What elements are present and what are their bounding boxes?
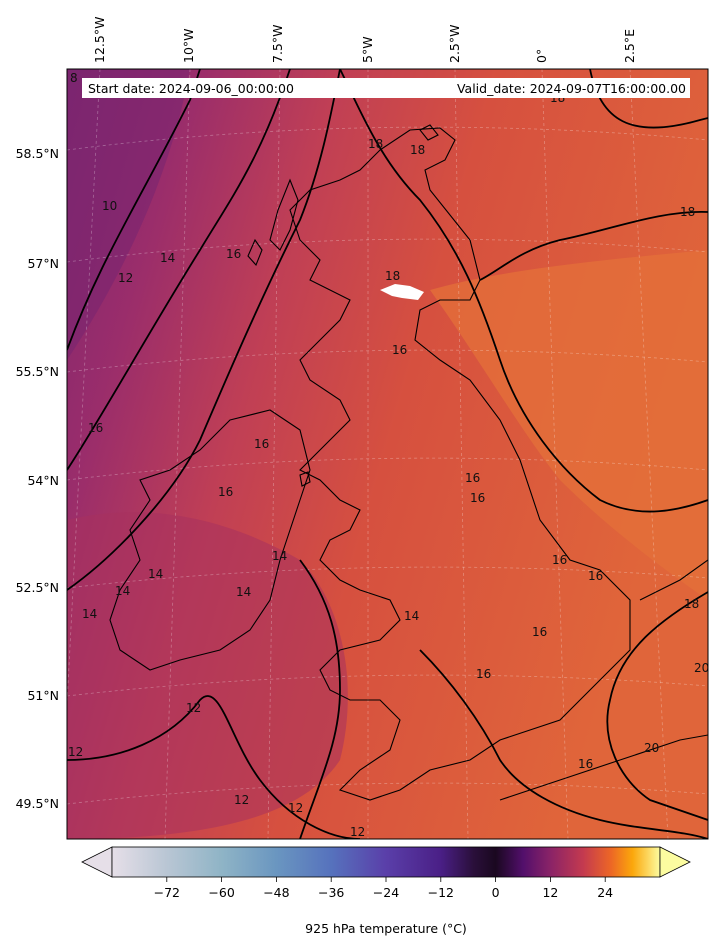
valid-date-label: Valid_date: 2024-09-07T16:00:00.00	[457, 81, 686, 96]
contour-label: 14	[115, 584, 130, 598]
contour-label: 12	[118, 271, 133, 285]
contour-label: 16	[226, 247, 241, 261]
contour-label: 16	[88, 421, 103, 435]
contour-label: 18	[385, 269, 400, 283]
colorbar-tick-label: −36	[318, 885, 344, 900]
cool-region-west	[67, 69, 190, 360]
lon-label: 12.5°W	[92, 17, 107, 63]
contour-label: 14	[82, 607, 97, 621]
contour-label: 16	[588, 569, 603, 583]
contour-18-mid	[479, 211, 708, 281]
lon-label: 2.5°W	[447, 25, 462, 64]
map-panel: 8 10 12 14 16 16 16 16 14 14 14 14 14 14…	[66, 68, 709, 840]
latitude-labels: 58.5°N 57°N 55.5°N 54°N 52.5°N 51°N 49.5…	[16, 146, 59, 811]
contour-14-south	[299, 559, 341, 839]
missing-data-patch	[380, 284, 424, 300]
contour-labels: 8 10 12 14 16 16 16 16 14 14 14 14 14 14…	[68, 71, 709, 839]
contour-label: 16	[392, 343, 407, 357]
lat-label: 51°N	[27, 688, 59, 703]
colorbar-tick-label: −72	[154, 885, 180, 900]
contour-label: 10	[102, 199, 117, 213]
contour-label: 18	[410, 143, 425, 157]
lat-label: 55.5°N	[16, 364, 59, 379]
contour-label: 18	[680, 205, 695, 219]
contour-label: 16	[532, 625, 547, 639]
lat-label: 52.5°N	[16, 580, 59, 595]
contour-10	[67, 69, 201, 351]
date-header-box	[82, 78, 690, 98]
contour-label: 12	[350, 825, 365, 839]
contour-label: 20	[644, 741, 659, 755]
contour-label: 18	[684, 597, 699, 611]
contour-label: 12	[234, 793, 249, 807]
warm-region-east	[430, 250, 708, 600]
lon-label: 0°	[534, 49, 549, 63]
lon-label: 5°W	[360, 36, 375, 63]
contour-label: 18	[368, 137, 383, 151]
coastlines	[109, 124, 708, 801]
contour-label: 12	[68, 745, 83, 759]
contour-label: 20	[694, 661, 709, 675]
contour-label: 14	[404, 609, 419, 623]
contour-label: 16	[218, 485, 233, 499]
contour-label: 14	[272, 549, 287, 563]
contour-14-west	[67, 69, 341, 591]
lon-label: 10°W	[181, 28, 196, 63]
colorbar-ticks: −72 −60 −48 −36 −24 −12 0 12 24	[154, 877, 613, 900]
lat-label: 58.5°N	[16, 146, 59, 161]
colorbar-tick-label: −12	[428, 885, 454, 900]
colorbar-tick-label: −48	[263, 885, 289, 900]
colorbar-extend-low	[81, 846, 113, 878]
contour-label: 16	[254, 437, 269, 451]
colorbar-label: 925 hPa temperature (°C)	[305, 921, 467, 936]
longitude-labels: 12.5°W 10°W 7.5°W 5°W 2.5°W 0° 2.5°E	[92, 17, 637, 63]
contour-label: 12	[186, 701, 201, 715]
colorbar: −72 −60 −48 −36 −24 −12 0 12 24 925 hPa temperat…	[81, 846, 691, 936]
contour-12-south	[67, 695, 361, 839]
colorbar-tick-label: −60	[208, 885, 234, 900]
contour-label: 16	[476, 667, 491, 681]
lat-label: 57°N	[27, 256, 59, 271]
contour-label: 8	[70, 71, 78, 85]
colorbar-tick-label: 0	[492, 885, 500, 900]
lat-label: 54°N	[27, 473, 59, 488]
graticule	[67, 69, 708, 839]
map-border	[66, 68, 709, 840]
contour-label: 16	[470, 491, 485, 505]
colorbar-tick-label: 24	[597, 885, 613, 900]
lat-label: 49.5°N	[16, 796, 59, 811]
contour-label: 14	[160, 251, 175, 265]
colorbar-tick-label: 12	[542, 885, 558, 900]
contour-16-south	[419, 649, 708, 839]
contour-label: 16	[465, 471, 480, 485]
contour-label: 16	[578, 757, 593, 771]
contour-12	[67, 69, 291, 471]
start-date-label: Start date: 2024-09-06_00:00:00	[88, 81, 294, 96]
contour-lines	[67, 69, 708, 839]
contour-label: 14	[148, 567, 163, 581]
contour-label: 12	[288, 801, 303, 815]
contour-16-main	[339, 69, 708, 513]
colorbar-extend-high	[659, 846, 691, 878]
colorbar-tick-label: −24	[373, 885, 399, 900]
contour-label: 14	[236, 585, 251, 599]
lon-label: 2.5°E	[622, 29, 637, 63]
contour-18-south	[606, 591, 708, 821]
contour-label: 16	[552, 553, 567, 567]
colorbar-ramp	[111, 846, 661, 878]
cool-region-southwest	[67, 512, 348, 839]
lon-label: 7.5°W	[270, 25, 285, 64]
